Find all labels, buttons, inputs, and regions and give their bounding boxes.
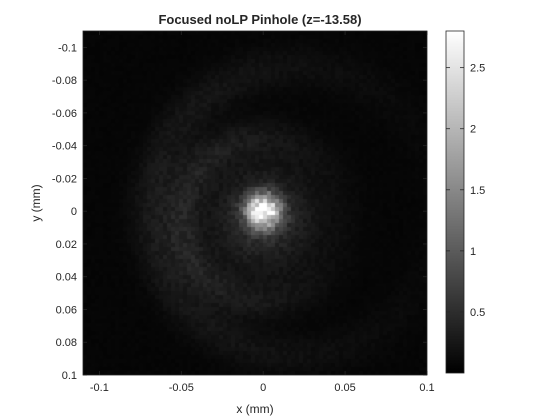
y-tick-label: 0.02 bbox=[56, 239, 77, 251]
x-tick-label: 0.1 bbox=[419, 382, 434, 394]
colorbar-ticks: 0.5 1 1.5 2 2.5 bbox=[446, 63, 485, 319]
x-axis: -0.1 -0.05 0 0.05 0.1 bbox=[90, 31, 435, 394]
colorbar-gradient bbox=[446, 31, 464, 373]
chart-title: Focused noLP Pinhole (z=-13.58) bbox=[158, 12, 361, 27]
x-axis-label: x (mm) bbox=[236, 402, 273, 416]
y-axis: -0.1 -0.08 -0.06 -0.04 -0.02 0 0.02 0.04 0.06 0.0… bbox=[52, 42, 427, 382]
colorbar-tick-label: 1.5 bbox=[470, 185, 485, 197]
x-tick-label: -0.1 bbox=[90, 382, 109, 394]
colorbar: 0.5 1 1.5 2 2.5 bbox=[445, 30, 485, 374]
plot-frame bbox=[82, 30, 428, 376]
colorbar-tick-label: 2 bbox=[470, 124, 476, 136]
colorbar-tick-label: 0.5 bbox=[470, 307, 485, 319]
y-tick-label: 0.06 bbox=[56, 304, 77, 316]
y-tick-label: 0.1 bbox=[62, 370, 77, 382]
y-tick-label: -0.08 bbox=[52, 75, 77, 87]
y-tick-label: 0 bbox=[71, 206, 77, 218]
x-tick-label: 0 bbox=[260, 382, 266, 394]
y-tick-label: 0.04 bbox=[56, 272, 77, 284]
colorbar-tick-label: 1 bbox=[470, 246, 476, 258]
x-tick-label: 0.05 bbox=[334, 382, 355, 394]
y-tick-label: 0.08 bbox=[56, 337, 77, 349]
heatmap-image bbox=[83, 31, 427, 375]
y-tick-label: -0.1 bbox=[58, 42, 77, 54]
colorbar-tick-label: 2.5 bbox=[470, 63, 485, 75]
y-tick-label: -0.04 bbox=[52, 141, 77, 153]
plot-area bbox=[82, 30, 428, 376]
y-tick-label: -0.02 bbox=[52, 173, 77, 185]
y-tick-label: -0.06 bbox=[52, 108, 77, 120]
x-tick-label: -0.05 bbox=[169, 382, 194, 394]
colorbar-frame bbox=[445, 30, 465, 374]
y-axis-label: y (mm) bbox=[29, 184, 43, 221]
